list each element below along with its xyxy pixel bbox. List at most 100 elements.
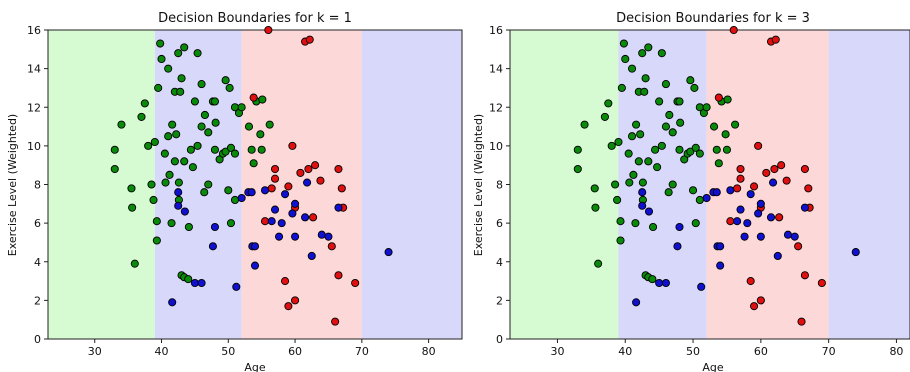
data-point-green bbox=[204, 180, 213, 189]
data-point-blue bbox=[334, 203, 343, 212]
data-point-red bbox=[736, 164, 745, 174]
data-point-green bbox=[629, 170, 638, 179]
data-point-green bbox=[172, 130, 181, 139]
x-tick-label: 70 bbox=[822, 345, 836, 358]
data-point-green bbox=[721, 130, 730, 139]
data-point-green bbox=[184, 275, 193, 284]
data-point-red bbox=[270, 164, 280, 174]
data-point-green bbox=[675, 145, 684, 154]
data-point-green bbox=[230, 149, 240, 158]
data-point-green bbox=[226, 143, 236, 152]
data-point-green bbox=[722, 145, 731, 154]
data-point-red bbox=[267, 184, 276, 193]
data-point-green bbox=[256, 130, 265, 139]
data-point-green bbox=[170, 157, 179, 166]
data-point-blue bbox=[766, 213, 776, 222]
data-point-red bbox=[264, 25, 273, 35]
scatter-points bbox=[110, 25, 393, 326]
data-point-blue bbox=[712, 188, 721, 197]
data-point-red bbox=[733, 184, 742, 193]
data-point-green bbox=[649, 222, 658, 232]
y-axis-label: Exercise Level (Weighted) bbox=[472, 114, 485, 256]
data-point-red bbox=[284, 302, 293, 311]
data-point-red bbox=[736, 174, 745, 183]
data-point-green bbox=[723, 95, 732, 104]
data-point-red bbox=[782, 176, 791, 185]
data-point-blue bbox=[247, 188, 256, 197]
data-point-red bbox=[334, 164, 343, 174]
data-point-blue bbox=[280, 190, 290, 199]
data-point-red bbox=[775, 213, 784, 222]
data-point-blue bbox=[307, 251, 316, 261]
data-point-red bbox=[316, 176, 325, 185]
data-point-blue bbox=[632, 298, 641, 307]
data-point-blue bbox=[190, 278, 199, 288]
data-point-green bbox=[204, 128, 213, 137]
data-point-green bbox=[619, 39, 628, 48]
y-tick-label: 8 bbox=[496, 179, 503, 192]
data-point-blue bbox=[250, 242, 260, 251]
data-point-blue bbox=[174, 188, 183, 197]
x-axis-label: Age bbox=[702, 361, 724, 372]
data-point-green bbox=[244, 122, 254, 131]
data-point-green bbox=[731, 120, 740, 129]
data-point-green bbox=[644, 157, 653, 166]
data-point-green bbox=[110, 145, 119, 154]
data-point-red bbox=[754, 141, 763, 150]
data-point-green bbox=[695, 149, 704, 158]
data-point-blue bbox=[697, 282, 706, 291]
x-tick-label: 30 bbox=[550, 345, 564, 358]
decision-regions bbox=[510, 30, 910, 339]
region-red bbox=[706, 30, 829, 339]
data-point-red bbox=[334, 271, 343, 280]
data-point-green bbox=[149, 195, 158, 204]
data-point-red bbox=[327, 242, 336, 251]
chart-panel-k3: 30 40 50 60 70 80 0 2 4 6 8 10 12 14 16 Decision Bounda… bbox=[472, 11, 910, 372]
data-point-green bbox=[664, 188, 673, 197]
data-point-blue bbox=[773, 251, 782, 261]
y-tick-label: 12 bbox=[489, 101, 503, 114]
data-point-blue bbox=[197, 278, 206, 288]
data-point-green bbox=[180, 157, 189, 166]
data-point-green bbox=[137, 112, 146, 121]
data-point-red bbox=[351, 278, 360, 288]
data-point-blue bbox=[301, 213, 310, 222]
data-point-red bbox=[296, 168, 305, 177]
data-point-green bbox=[655, 97, 664, 106]
data-point-blue bbox=[237, 193, 246, 203]
data-point-red bbox=[284, 182, 293, 191]
region-green bbox=[48, 30, 155, 339]
y-tick-label: 2 bbox=[496, 294, 503, 307]
data-point-green bbox=[675, 97, 684, 106]
data-point-green bbox=[607, 141, 616, 150]
data-point-blue bbox=[743, 219, 752, 228]
chart-title: Decision Boundaries for k = 1 bbox=[158, 11, 352, 26]
data-point-green bbox=[638, 178, 647, 187]
data-point-green bbox=[200, 188, 209, 197]
data-point-blue bbox=[661, 278, 670, 288]
data-point-blue bbox=[638, 188, 647, 197]
data-point-red bbox=[260, 217, 270, 226]
data-point-blue bbox=[851, 248, 860, 257]
data-point-red bbox=[762, 168, 771, 177]
axis-ticks: 30 40 50 60 70 80 0 2 4 6 8 10 12 14 16 bbox=[489, 24, 903, 358]
data-point-green bbox=[657, 141, 666, 150]
y-tick-label: 4 bbox=[34, 256, 41, 269]
data-point-red bbox=[750, 302, 759, 311]
data-point-green bbox=[689, 186, 698, 195]
data-point-green bbox=[631, 219, 640, 228]
data-point-green bbox=[221, 147, 230, 156]
y-tick-label: 0 bbox=[496, 333, 503, 346]
data-point-green bbox=[668, 128, 677, 137]
data-point-red bbox=[771, 35, 780, 44]
data-point-green bbox=[161, 178, 170, 187]
data-point-red bbox=[800, 271, 809, 280]
data-point-green bbox=[644, 43, 653, 52]
x-tick-label: 50 bbox=[221, 345, 235, 358]
chart-panel-k1: 30 40 50 60 70 80 0 2 4 6 8 10 12 14 16 Decision Bounda… bbox=[6, 11, 463, 372]
data-point-blue bbox=[716, 261, 725, 270]
data-point-blue bbox=[317, 230, 326, 239]
y-tick-label: 6 bbox=[496, 217, 503, 230]
data-point-green bbox=[174, 178, 183, 187]
data-point-red bbox=[777, 161, 786, 170]
